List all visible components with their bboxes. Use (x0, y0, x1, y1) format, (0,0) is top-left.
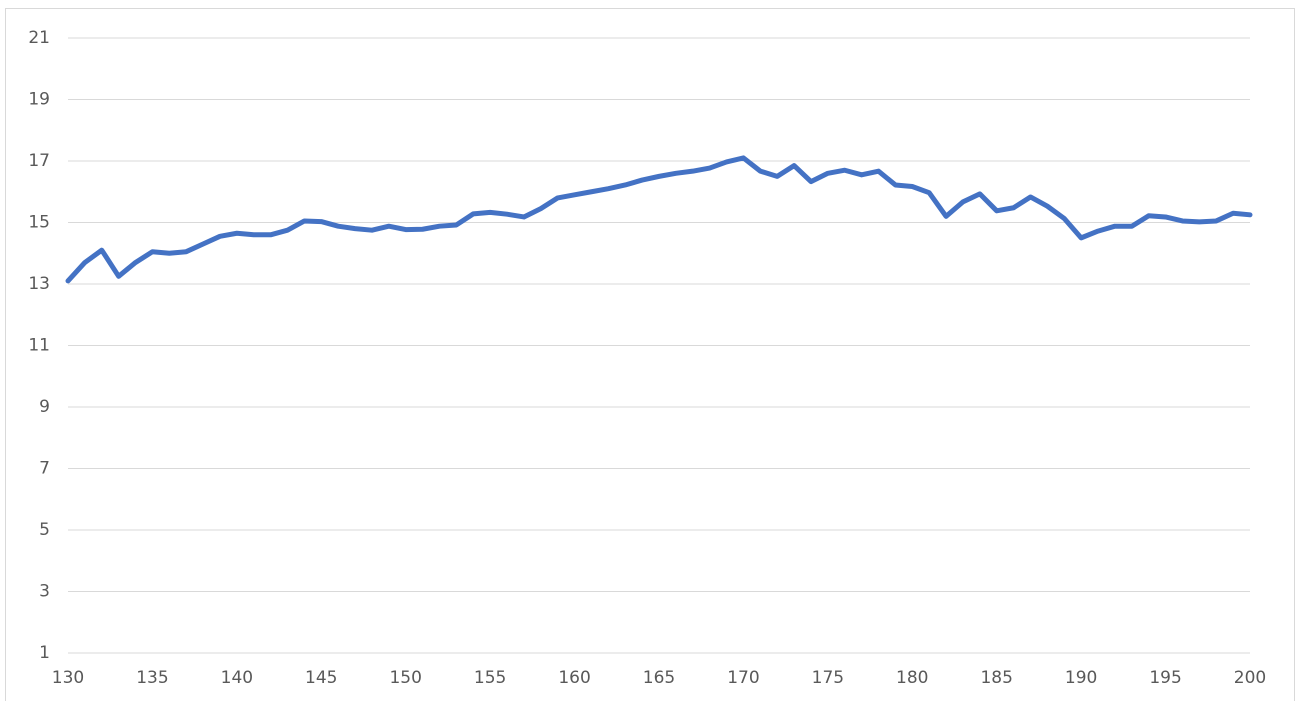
x-tick-label: 140 (221, 668, 253, 688)
chart-border (5, 8, 1295, 701)
y-tick-label: 5 (39, 520, 50, 540)
y-tick-label: 19 (28, 90, 50, 110)
x-tick-label: 200 (1234, 668, 1266, 688)
y-tick-label: 9 (39, 397, 50, 417)
x-tick-label: 150 (389, 668, 421, 688)
y-tick-label: 15 (28, 213, 50, 233)
line-series (65, 155, 1253, 284)
x-tick-label: 190 (1065, 668, 1097, 688)
x-tick-label: 160 (558, 668, 590, 688)
x-tick-label: 185 (980, 668, 1012, 688)
y-tick-label: 21 (28, 28, 50, 48)
y-tick-label: 13 (28, 274, 50, 294)
y-tick-label: 3 (39, 582, 50, 602)
x-tick-label: 155 (474, 668, 506, 688)
y-tick-label: 11 (28, 336, 50, 356)
x-tick-label: 170 (727, 668, 759, 688)
x-tick-label: 195 (1149, 668, 1181, 688)
y-tick-label: 7 (39, 459, 50, 479)
x-tick-label: 145 (305, 668, 337, 688)
y-tick-label: 1 (39, 643, 50, 663)
x-tick-label: 135 (136, 668, 168, 688)
x-tick-label: 165 (643, 668, 675, 688)
x-tick-label: 180 (896, 668, 928, 688)
x-tick-label: 175 (812, 668, 844, 688)
y-tick-label: 17 (28, 151, 50, 171)
x-tick-label: 130 (52, 668, 84, 688)
